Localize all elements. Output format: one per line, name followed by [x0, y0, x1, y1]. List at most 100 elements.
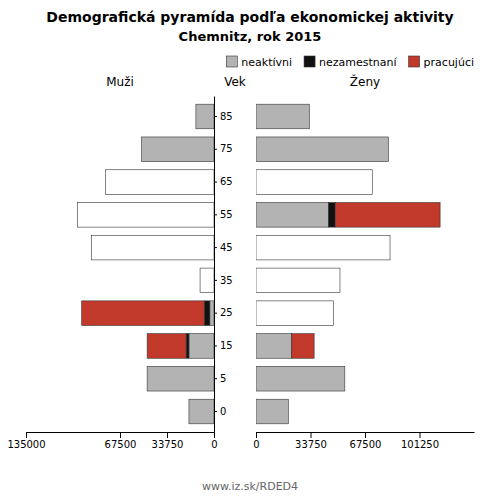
bar — [188, 399, 189, 424]
bar-series — [256, 170, 390, 326]
bar — [105, 170, 214, 195]
legend-label: pracujúci — [424, 56, 474, 69]
y-tick-mark — [214, 149, 217, 150]
bar — [188, 399, 189, 424]
bar — [105, 170, 106, 195]
y-tick-label: 45 — [220, 242, 233, 253]
y-tick-mark — [214, 280, 217, 281]
x-tick-mark — [167, 432, 168, 438]
x-tick: 33750 — [295, 432, 327, 450]
x-tick-label: 135000 — [7, 439, 45, 450]
y-tick-label: 5 — [220, 373, 226, 384]
bar — [91, 235, 92, 260]
x-axis: 0 33750 67500 135000 — [7, 432, 217, 450]
y-tick-mark — [214, 313, 217, 314]
y-tick: 85 — [214, 111, 233, 122]
bar — [309, 104, 310, 129]
bar — [390, 235, 391, 260]
bar — [256, 268, 340, 293]
x-tick: 33750 — [152, 432, 184, 450]
x-tick-label: 67500 — [350, 439, 382, 450]
x-axis: 03375067500101250 — [253, 432, 474, 450]
x-tick-label: 0 — [211, 439, 217, 450]
bar — [105, 170, 106, 195]
y-tick-label: 25 — [220, 307, 233, 318]
y-tick-label: 85 — [220, 111, 233, 122]
panel-header: Ženy — [350, 74, 380, 89]
x-tick: 101250 — [401, 432, 439, 450]
panel-header: Muži — [106, 75, 134, 89]
bar-series — [78, 170, 214, 293]
bar — [189, 334, 214, 359]
bar — [256, 170, 372, 195]
bar — [147, 334, 186, 359]
y-axis: 051525354555657585 — [214, 97, 233, 433]
y-tick: 75 — [214, 143, 233, 154]
legend: neaktívninezamestnanípracujúci — [226, 56, 474, 69]
bar — [256, 104, 309, 129]
x-tick-mark — [214, 432, 215, 438]
bar — [390, 235, 391, 260]
y-tick-mark — [214, 214, 217, 215]
bar — [82, 301, 205, 326]
bar — [344, 366, 345, 391]
y-tick: 5 — [214, 373, 226, 384]
bar — [256, 203, 329, 228]
panel: 03375067500101250 — [253, 104, 474, 450]
bar — [105, 170, 106, 195]
bar — [333, 301, 334, 326]
bar — [142, 137, 214, 162]
y-tick-label: 15 — [220, 340, 233, 351]
x-tick: 67500 — [105, 432, 137, 450]
bar — [256, 137, 388, 162]
bar — [147, 366, 148, 391]
y-tick-label: 0 — [220, 406, 226, 417]
bar — [372, 170, 373, 195]
legend-swatch — [226, 56, 237, 67]
bar — [200, 268, 201, 293]
bar — [329, 203, 335, 228]
bar — [309, 104, 310, 129]
bar — [333, 301, 334, 326]
y-tick: 15 — [214, 340, 233, 351]
y-tick-label: 65 — [220, 176, 233, 187]
x-tick-mark — [420, 432, 421, 438]
bar — [147, 366, 148, 391]
bar — [256, 334, 292, 359]
bar — [388, 137, 389, 162]
bar — [147, 366, 214, 391]
panel: 03375067500135000051525354555657585 — [7, 97, 232, 451]
bar-series — [292, 203, 441, 359]
bar — [196, 104, 214, 129]
bar — [339, 268, 340, 293]
bars — [78, 104, 214, 424]
bar — [288, 399, 289, 424]
bar — [256, 301, 334, 326]
bar — [372, 170, 373, 195]
bar — [195, 104, 196, 129]
title: Demografická pyramída podľa ekonomickej … — [46, 9, 453, 25]
category-header: Vek — [224, 75, 246, 89]
x-tick-mark — [120, 432, 121, 438]
x-tick-label: 33750 — [152, 439, 184, 450]
bar — [186, 334, 189, 359]
y-tick-mark — [214, 411, 217, 412]
x-tick-mark — [26, 432, 27, 438]
bar — [210, 301, 214, 326]
legend-label: nezamestnaní — [319, 56, 397, 69]
y-tick: 0 — [214, 406, 226, 417]
y-tick-mark — [214, 116, 217, 117]
bar — [91, 235, 92, 260]
legend-swatch — [409, 56, 420, 67]
bar — [204, 301, 210, 326]
x-tick-label: 33750 — [295, 439, 327, 450]
bar — [288, 399, 289, 424]
bar — [344, 366, 345, 391]
bar — [77, 203, 78, 228]
bar — [200, 268, 214, 293]
bar — [77, 203, 78, 228]
legend-item: pracujúci — [409, 56, 474, 69]
y-tick: 45 — [214, 242, 233, 253]
bar — [390, 235, 391, 260]
y-tick-mark — [214, 378, 217, 379]
